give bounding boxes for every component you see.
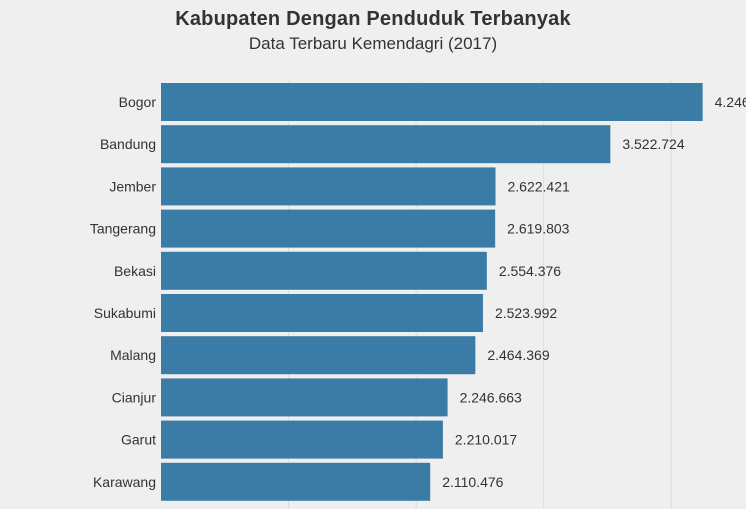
category-labels: Bogor Bandung Jember Tangerang Bekasi Sukabum… xyxy=(90,94,157,490)
bar-malang xyxy=(161,336,476,375)
value-label: 2.622.421 xyxy=(508,178,570,194)
bar-garut xyxy=(161,420,443,459)
category-label: Cianjur xyxy=(112,389,157,405)
value-label: 2.110.476 xyxy=(442,474,503,490)
category-label: Karawang xyxy=(93,474,156,490)
chart-title: Kabupaten Dengan Penduduk Terbanyak xyxy=(175,8,571,30)
bars xyxy=(161,83,703,501)
category-label: Bekasi xyxy=(114,263,156,279)
value-label: 2.246.663 xyxy=(460,389,522,405)
bar-bandung xyxy=(161,125,611,164)
value-label: 2.523.992 xyxy=(495,305,557,321)
value-labels: 4.246.307 3.522.724 2.622.421 2.619.803 2.55… xyxy=(442,94,746,490)
value-label: 2.464.369 xyxy=(487,347,549,363)
bar-cianjur xyxy=(161,378,448,417)
bar-bogor xyxy=(161,83,703,121)
category-label: Malang xyxy=(110,347,156,363)
category-label: Tangerang xyxy=(90,221,156,237)
value-label: 2.210.017 xyxy=(455,432,517,448)
bar-tangerang xyxy=(161,209,496,248)
bar-karawang xyxy=(161,462,431,501)
category-label: Bogor xyxy=(119,94,157,110)
value-label: 2.619.803 xyxy=(507,221,569,237)
value-label: 4.246.307 xyxy=(715,94,746,110)
value-label: 3.522.724 xyxy=(622,136,684,152)
bar-bekasi xyxy=(161,251,487,290)
bar-sukabumi xyxy=(161,294,483,332)
bar-jember xyxy=(161,167,496,206)
category-label: Sukabumi xyxy=(94,305,156,321)
chart-subtitle: Data Terbaru Kemendagri (2017) xyxy=(248,34,498,53)
category-label: Jember xyxy=(109,178,156,194)
category-label: Garut xyxy=(121,432,156,448)
category-label: Bandung xyxy=(100,136,156,152)
value-label: 2.554.376 xyxy=(499,263,561,279)
